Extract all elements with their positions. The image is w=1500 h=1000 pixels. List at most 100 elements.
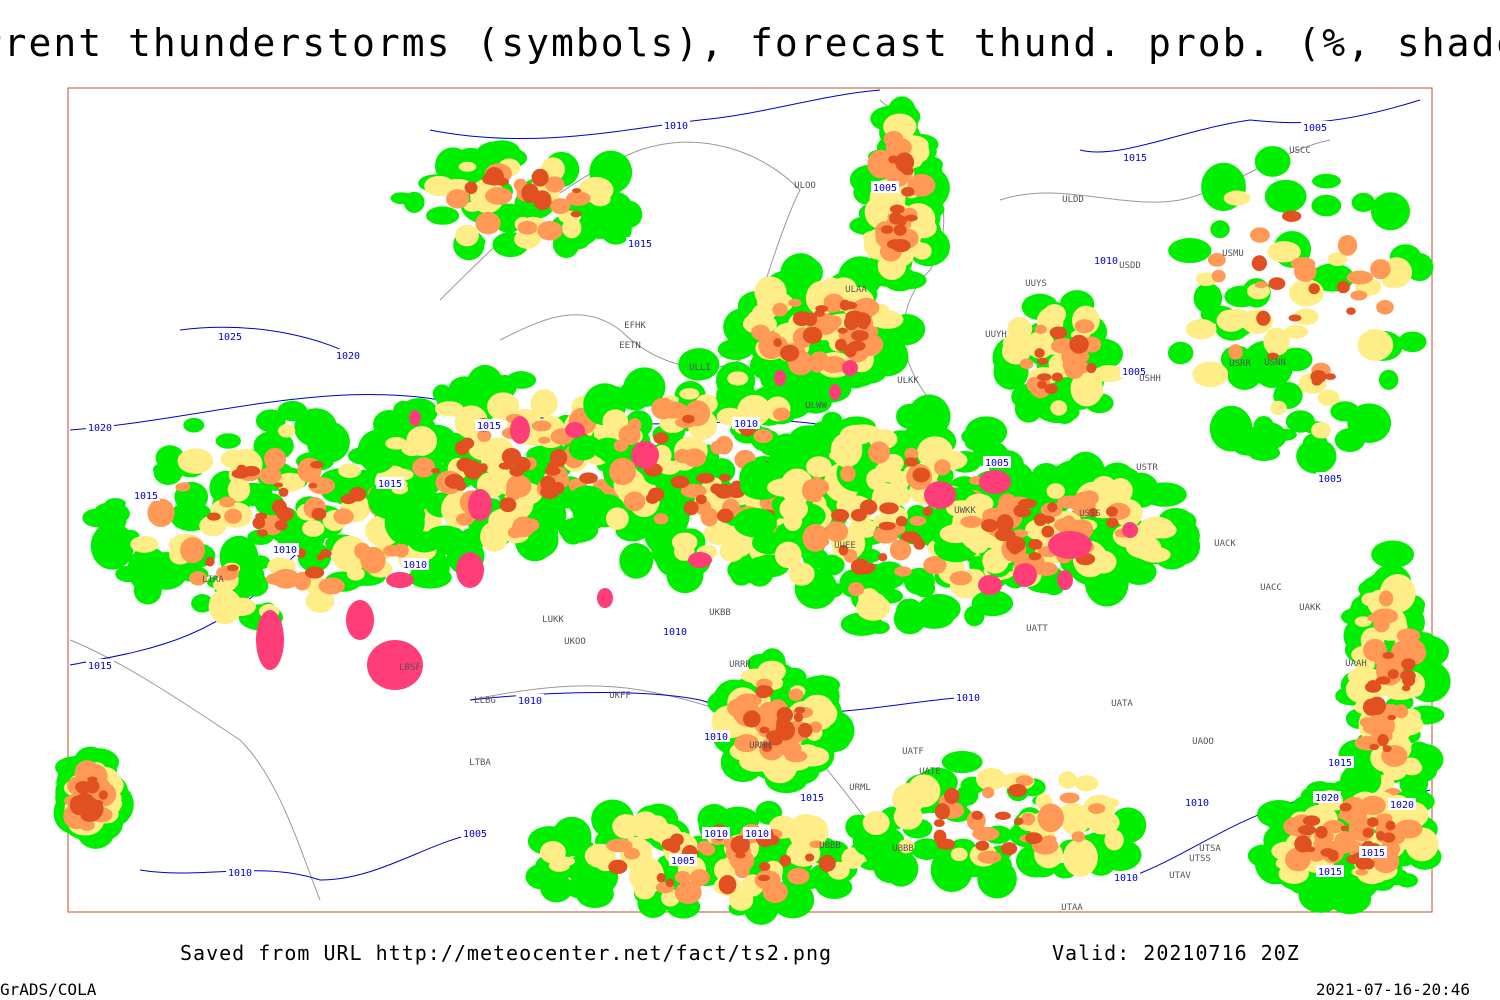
shading-blob [1382,652,1395,660]
shading-blob [1339,802,1352,812]
isobar-label: 1010 [273,545,297,556]
shading-blob [1401,684,1411,692]
shading-blob [390,192,413,205]
shading-blob [787,425,830,459]
isobar-label: 1010 [228,868,252,879]
shading-blob [762,880,788,904]
shading-blob [227,564,239,572]
shading-blob [115,565,142,583]
shading-blob [1063,838,1098,877]
isobar-label: 1015 [134,491,158,502]
isobar-label: 1015 [1318,867,1342,878]
shading-blob [484,187,513,205]
station-label: UTAV [1169,871,1191,881]
shading-blob [793,712,804,723]
station-label: USSS [1079,509,1101,519]
isobar-label-bg [702,730,730,742]
shading-blob [461,437,475,450]
shading-blob [1059,792,1080,804]
storm-symbol [346,600,374,640]
isobar-label-bg [1359,846,1387,858]
shading-blob [724,542,750,558]
shading-blob [1336,280,1350,294]
station-label: UKOO [564,637,586,647]
shading-blob [787,867,810,885]
shading-blob [506,371,537,389]
shading-blob [599,214,632,245]
shading-blob [1105,506,1118,517]
shading-blob [1093,365,1125,383]
shading-blob [878,553,888,562]
shading-blob [455,480,467,491]
shading-blob [338,463,362,478]
valid-time: Valid: 20210716 20Z [1052,941,1300,965]
shading-blob [183,417,205,433]
shading-blob [772,407,791,421]
shading-blob [825,521,849,542]
shading-blob [84,799,104,820]
isobar-label: 1015 [477,421,501,432]
station-label: UACK [1214,539,1236,549]
shading-blob [1297,824,1317,836]
storm-symbols [256,360,1138,690]
isobar-label: 1010 [956,693,980,704]
isobar-label-bg [516,694,544,706]
shading-blob [735,852,746,859]
shading-blob [941,750,983,774]
shading-blob [788,298,802,307]
shading-blob [1088,803,1106,814]
shading-blob [308,482,318,489]
shading-blob [499,497,517,513]
isobar-label: 1015 [378,479,402,490]
shading-blob [879,502,899,515]
shading-blob [773,338,782,347]
shading-blob [804,853,815,862]
shading-blob [765,730,784,742]
shading-blob [538,436,551,444]
shading-blob [605,507,629,530]
shading-blob [373,529,392,548]
shading-blob [1391,713,1424,736]
isobar-label-bg [871,181,899,193]
timestamp: 2021-07-16-20:46 [1316,980,1470,999]
shading-blob [794,706,806,714]
station-label: LBSF [399,663,421,673]
isobar-label-bg [1313,791,1341,803]
shading-blob [644,513,682,555]
storm-symbol [386,572,414,588]
shading-blob [455,421,478,435]
shading-blob [1401,658,1416,670]
shading-blob [1064,359,1085,379]
shading-blob [1368,696,1387,715]
shading-blob [105,498,126,510]
shading-blob [435,147,471,185]
shading-blob [531,420,552,432]
shading-blob [823,303,842,313]
shading-blob [922,506,933,517]
shading-blob [1013,504,1029,518]
shading-blob [862,810,890,835]
software: GrADS/COLA [0,980,97,999]
shading-blob [1398,331,1427,353]
shading-blob [1346,307,1356,315]
shading-blob [734,734,760,753]
shading-blob [1311,377,1323,386]
shading-blob [901,166,914,176]
shading-blob [98,790,108,800]
shading-blob [772,302,788,317]
shading-blob [982,786,995,799]
shading-blob [556,856,576,866]
station-label: URMM [749,741,771,751]
shading-blob [873,525,899,544]
shading-blob [1296,438,1337,474]
storm-symbol [978,575,1002,595]
shading-blob [1086,810,1120,835]
shading-blob [1254,281,1268,289]
isobar-label: 1015 [628,239,652,250]
isobar-label: 1010 [1185,798,1209,809]
isobar-label: 1010 [704,732,728,743]
shading-blob [824,322,839,332]
shading-blob [695,494,707,505]
shading-blob [1404,665,1413,671]
shading-blob [883,130,904,148]
